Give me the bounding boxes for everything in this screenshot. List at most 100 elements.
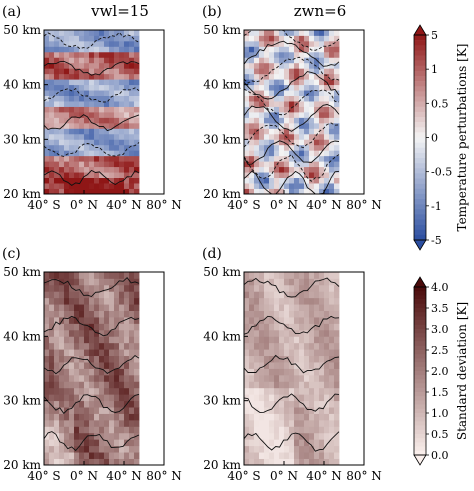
heatmap-cell xyxy=(294,177,300,184)
heatmap-cell xyxy=(304,452,310,459)
heatmap-cell xyxy=(44,362,50,369)
heatmap-cell xyxy=(244,452,250,459)
heatmap-cell xyxy=(294,278,300,286)
heatmap-cell xyxy=(259,284,265,292)
heatmap-cell xyxy=(49,317,55,324)
heatmap-cell xyxy=(334,150,340,157)
heatmap-cell xyxy=(74,342,80,350)
heatmap-cell xyxy=(129,51,135,58)
heatmap-cell xyxy=(129,323,135,331)
heatmap-cell xyxy=(284,79,290,86)
heatmap-cell xyxy=(314,452,320,459)
heatmap-cell xyxy=(299,297,305,305)
heatmap-cell xyxy=(99,84,105,91)
heatmap-cell xyxy=(89,297,95,305)
heatmap-cell xyxy=(44,177,50,184)
heatmap-cell xyxy=(244,336,250,344)
heatmap-cell xyxy=(294,68,300,75)
heatmap-cell xyxy=(124,106,130,113)
heatmap-cell xyxy=(274,79,280,86)
heatmap-cell xyxy=(49,161,55,168)
y-tick-label: 20 km xyxy=(203,187,241,201)
heatmap-cell xyxy=(319,400,325,408)
heatmap-cell xyxy=(259,426,265,434)
heatmap-cell xyxy=(319,68,325,75)
heatmap-cell xyxy=(59,452,65,459)
heatmap-cell xyxy=(249,188,255,195)
heatmap-cell xyxy=(314,445,320,453)
heatmap-cell xyxy=(264,291,270,299)
heatmap-cell xyxy=(264,161,270,168)
heatmap-cell xyxy=(109,90,115,96)
heatmap-cell xyxy=(114,161,120,168)
heatmap-cell xyxy=(129,368,135,376)
heatmap-cell xyxy=(294,452,300,459)
heatmap-cell xyxy=(74,133,80,140)
heatmap-cell xyxy=(244,387,250,395)
heatmap-cell xyxy=(279,284,285,292)
heatmap-cell xyxy=(59,432,65,440)
heatmap-cell xyxy=(104,73,110,80)
heatmap-cell xyxy=(279,177,285,184)
colorbar-swatch xyxy=(414,362,426,368)
heatmap-cell xyxy=(294,368,300,376)
heatmap-cell xyxy=(84,51,90,58)
heatmap-cell xyxy=(254,73,260,80)
heatmap-cell xyxy=(249,177,255,184)
heatmap-cell xyxy=(44,381,50,389)
heatmap-cell xyxy=(74,394,80,402)
heatmap-cell xyxy=(319,62,325,69)
heatmap-cell xyxy=(109,304,115,311)
heatmap-cell xyxy=(59,381,65,389)
heatmap-cell xyxy=(334,139,340,146)
heatmap-cell xyxy=(79,349,85,357)
heatmap-cell xyxy=(244,139,250,146)
heatmap-cell xyxy=(249,445,255,453)
colorbar-swatch xyxy=(414,214,426,220)
heatmap-cell xyxy=(319,40,325,47)
heatmap-cell xyxy=(324,161,330,168)
heatmap-cell xyxy=(254,336,260,344)
heatmap-cell xyxy=(84,297,90,305)
heatmap-cell xyxy=(259,112,265,118)
heatmap-cell xyxy=(324,144,330,151)
heatmap-cell xyxy=(59,101,65,107)
heatmap-cell xyxy=(79,73,85,80)
heatmap-cell xyxy=(104,57,110,64)
heatmap-cell xyxy=(114,172,120,178)
heatmap-cell xyxy=(269,284,275,292)
heatmap-cell xyxy=(249,128,255,135)
colorbar-swatch xyxy=(414,163,426,169)
heatmap-cell xyxy=(124,35,130,42)
heatmap-cell xyxy=(54,172,60,178)
heatmap-cell xyxy=(109,68,115,75)
heatmap-cell xyxy=(264,419,270,427)
colorbar-swatch xyxy=(414,209,426,215)
heatmap-cell xyxy=(54,291,60,299)
heatmap-cell xyxy=(79,387,85,395)
heatmap-cell xyxy=(104,144,110,151)
heatmap-cell xyxy=(44,112,50,118)
heatmap-cell xyxy=(254,161,260,168)
colorbar-tick-label: 2.5 xyxy=(431,344,449,357)
heatmap-cell xyxy=(79,112,85,118)
heatmap-cell xyxy=(264,452,270,459)
contour-line xyxy=(243,40,340,67)
heatmap-cell xyxy=(259,117,265,124)
contour-line xyxy=(243,315,340,335)
heatmap-cell xyxy=(79,30,85,36)
heatmap-cell xyxy=(314,304,320,311)
heatmap-cell xyxy=(284,407,290,414)
heatmap-cell xyxy=(84,177,90,184)
heatmap-cell xyxy=(69,336,75,344)
heatmap-cell xyxy=(114,95,120,102)
heatmap-cell xyxy=(54,46,60,53)
heatmap-cell xyxy=(59,368,65,376)
heatmap-cell xyxy=(309,73,315,80)
heatmap-cell xyxy=(254,413,260,421)
heatmap-cell xyxy=(274,272,280,279)
heatmap-cell xyxy=(124,278,130,286)
heatmap-cell xyxy=(79,278,85,286)
heatmap-cell xyxy=(59,133,65,140)
heatmap-cell xyxy=(54,310,60,318)
